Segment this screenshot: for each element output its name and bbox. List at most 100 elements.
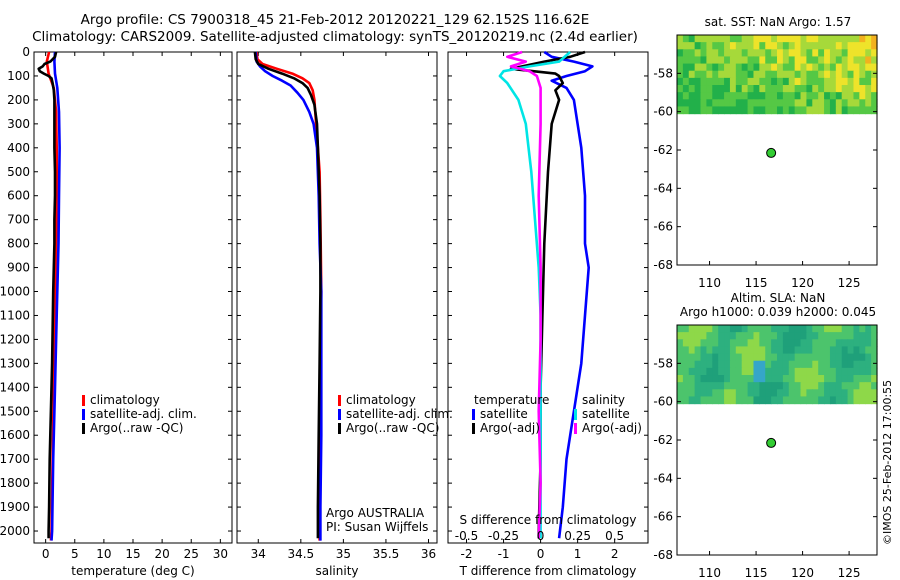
sst_map-heat-cell xyxy=(735,77,743,86)
sst_map-heat-cell xyxy=(724,99,731,108)
sla_map-heat-cell xyxy=(747,396,755,405)
sst_map-heat-cell xyxy=(706,92,713,100)
sst_map-heat-cell xyxy=(759,99,766,108)
depth-tick-label: 400 xyxy=(7,141,30,155)
sla_map-heat-cell xyxy=(871,375,878,383)
sst_map-heat-cell xyxy=(735,70,743,79)
sst_map-heat-cell xyxy=(835,106,843,115)
sla_map-heat-cell xyxy=(765,389,772,398)
sst_map-heat-cell xyxy=(788,49,796,58)
sst_map-heat-cell xyxy=(677,106,684,115)
sst_map-heat-cell xyxy=(847,77,855,86)
sst_map-heat-cell xyxy=(829,35,837,43)
salinity-xtick-label: 35.5 xyxy=(373,547,400,561)
sst_map-heat-cell xyxy=(759,35,766,43)
sst_map-heat-cell xyxy=(829,77,837,86)
sst_map-heat-cell xyxy=(824,70,831,79)
sst_map-heat-cell xyxy=(800,56,808,65)
sla_map-heat-cell xyxy=(788,325,796,333)
sst_map-heat-cell xyxy=(841,92,849,100)
temperature-xtick-label: 30 xyxy=(213,547,228,561)
sla_map-heat-cell xyxy=(718,353,725,362)
sla_map-heat-cell xyxy=(865,332,872,340)
sla_map-heat-cell xyxy=(871,389,878,398)
sla_map-heat-cell xyxy=(859,367,866,376)
sla_map-heat-cell xyxy=(777,346,784,355)
sla_map-heat-cell xyxy=(800,346,808,355)
sla_map-heat-cell xyxy=(847,332,855,340)
sst_map-heat-cell xyxy=(682,77,690,86)
salinity-xtick-label: 34 xyxy=(251,547,266,561)
sla_map-heat-cell xyxy=(853,396,860,405)
sla_map-heat-cell xyxy=(747,382,755,390)
sla_map-heat-cell xyxy=(700,325,708,333)
sla_map-heat-cell xyxy=(771,353,778,362)
sst_map-heat-cell xyxy=(706,85,713,93)
sst_map-heat-cell xyxy=(806,92,813,100)
sla_map-heat-cell xyxy=(682,389,690,398)
sla_map-heat-cell xyxy=(712,353,719,362)
salinity-legend-swatch xyxy=(338,423,341,434)
sla_map-heat-cell xyxy=(871,382,878,390)
sla_map-heat-cell xyxy=(765,360,772,369)
sst_map-heat-cell xyxy=(682,99,690,108)
depth-tick-label: 500 xyxy=(7,165,30,179)
sst_map-heat-cell xyxy=(847,49,855,58)
sla_map-heat-cell xyxy=(706,332,713,340)
sst_map-heat-cell xyxy=(824,77,831,86)
sla_map-heat-cell xyxy=(724,339,731,348)
sla_map-heat-cell xyxy=(841,339,849,348)
sst_map-heat-cell xyxy=(835,42,843,50)
sla_map-heat-cell xyxy=(759,325,766,333)
sla_map-heat-cell xyxy=(735,332,743,340)
sst_map-heat-cell xyxy=(765,92,772,100)
sla_map-heat-cell xyxy=(741,375,749,383)
sst_map-heat-cell xyxy=(765,49,772,58)
sst_map-heat-cell xyxy=(812,35,819,43)
sst_map-heat-cell xyxy=(724,35,731,43)
sst_map-heat-cell xyxy=(765,70,772,79)
temperature-legend-swatch xyxy=(82,409,85,420)
sla_map-heat-cell xyxy=(806,389,813,398)
sst_map-heat-cell xyxy=(753,42,760,50)
sla_map-heat-cell xyxy=(735,382,743,390)
sla_map-heat-cell xyxy=(829,360,837,369)
sst_map-heat-cell xyxy=(747,99,755,108)
sst_map-heat-cell xyxy=(788,106,796,115)
sst_map-heat-cell xyxy=(841,35,849,43)
sla_map-ytick-label: -60 xyxy=(653,395,673,409)
sla_map-heat-cell xyxy=(824,375,831,383)
sla_map-heat-cell xyxy=(771,396,778,405)
sla_map-heat-cell xyxy=(682,396,690,405)
sst_map-heat-cell xyxy=(694,56,702,65)
sla_map-heat-cell xyxy=(718,332,725,340)
sst_map-heat-cell xyxy=(677,85,684,93)
sst_map-heat-cell xyxy=(871,99,878,108)
sst_map-heat-cell xyxy=(694,42,702,50)
sla_map-heat-cell xyxy=(741,346,749,355)
sst_map-heat-cell xyxy=(859,63,866,72)
sst_map-heat-cell xyxy=(718,85,725,93)
sst_map-heat-cell xyxy=(694,35,702,43)
sla_map-heat-cell xyxy=(753,375,760,383)
sla_map-heat-cell xyxy=(694,389,702,398)
sst_map-heat-cell xyxy=(706,49,713,58)
title-line-2: Climatology: CARS2009. Satellite-adjuste… xyxy=(32,29,638,45)
sst_map-heat-cell xyxy=(847,92,855,100)
sst_map-heat-cell xyxy=(688,35,696,43)
sla_map-heat-cell xyxy=(712,396,719,405)
sla_map-heat-cell xyxy=(812,346,819,355)
sst_map-heat-cell xyxy=(753,85,760,93)
sst_map-heat-cell xyxy=(865,70,872,79)
sst_map-heat-cell xyxy=(806,63,813,72)
sla_map-heat-cell xyxy=(765,353,772,362)
sla_map-heat-cell xyxy=(677,339,684,348)
temperature-series-line xyxy=(50,51,61,541)
sla_map-heat-cell xyxy=(718,339,725,348)
sst_map-heat-cell xyxy=(741,35,749,43)
sla_map-heat-cell xyxy=(682,382,690,390)
sst_map-heat-cell xyxy=(735,92,743,100)
sst_map-xtick-label: 110 xyxy=(698,276,721,290)
difference-top-xlabel: S difference from climatology xyxy=(460,513,637,527)
sla_map-xtick-label: 110 xyxy=(698,566,721,580)
